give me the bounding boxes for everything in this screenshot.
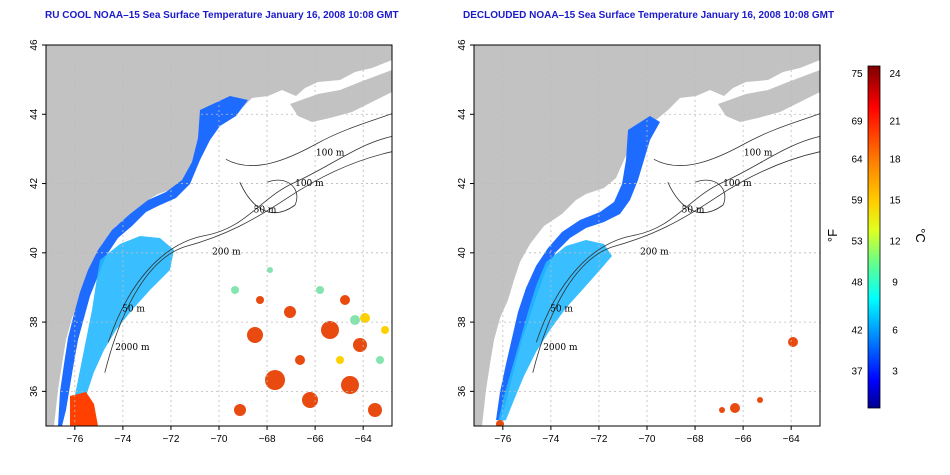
colorbar-c-tick: 9 [892, 277, 898, 288]
x-tick-label: −66 [735, 434, 752, 445]
left-sst-gulfstream-edge [70, 392, 98, 426]
colorbar-f-tick: 69 [851, 117, 863, 128]
left-sst-shelf-water [72, 236, 174, 426]
y-tick-label: 42 [457, 178, 468, 190]
colorbar-c-tick: 12 [889, 236, 901, 247]
bathymetry-contour [667, 179, 726, 213]
contour-label: 50 m [550, 305, 573, 315]
right-sst-warm-patches [496, 337, 798, 426]
bathymetry-contour [535, 136, 821, 343]
colorbar-f-tick: 53 [851, 236, 863, 247]
y-tick-label: 44 [29, 108, 40, 120]
colorbar-f-tick: 37 [851, 366, 863, 377]
right-sst-coastal-band [496, 116, 660, 420]
colorbar-f-tick: 75 [851, 69, 863, 80]
y-tick-label: 42 [29, 178, 40, 190]
y-tick-label: 40 [29, 247, 40, 259]
x-tick-label: −70 [639, 434, 656, 445]
right-land-mass [474, 45, 820, 426]
bathymetry-contour [532, 151, 821, 373]
contour-label: 100 m [295, 179, 324, 189]
colorbar-fahrenheit-label: °F [825, 228, 841, 243]
contour-label: 100 m [744, 148, 773, 158]
x-tick-label: −64 [783, 434, 800, 445]
contour-label: 50 m [122, 305, 145, 315]
left-land-mass [46, 45, 392, 426]
right-panel-title: DECLOUDED NOAA–15 Sea Surface Temperatur… [463, 10, 835, 21]
y-tick-label: 38 [29, 316, 40, 328]
bathymetry-contour [239, 179, 298, 213]
contour-label: 2000 m [115, 343, 150, 353]
left-sst-yellow-patches [336, 313, 389, 364]
contour-label: 200 m [640, 248, 669, 258]
colorbar-c-tick: 6 [892, 325, 898, 336]
y-tick-label: 44 [457, 108, 468, 120]
right-sst-shelf-water [498, 240, 612, 422]
contour-label: 100 m [723, 179, 752, 189]
colorbar-c-tick: 18 [889, 154, 901, 165]
y-tick-label: 36 [29, 385, 40, 397]
left-panel-title: RU COOL NOAA–15 Sea Surface Temperature … [45, 10, 399, 21]
bathymetry-contour [653, 113, 821, 166]
colorbar-c-tick: 24 [889, 69, 901, 80]
colorbar-f-tick: 48 [851, 277, 863, 288]
contour-label: 200 m [212, 248, 241, 258]
bathymetry-contour [104, 151, 393, 373]
contour-label: 100 m [316, 148, 345, 158]
colorbar [867, 65, 881, 409]
bathymetry-contour [107, 136, 393, 343]
y-tick-label: 38 [457, 316, 468, 328]
left-sst-coastal-band [58, 96, 248, 426]
y-tick-label: 36 [457, 385, 468, 397]
x-tick-label: −72 [590, 434, 607, 445]
x-tick-label: −68 [259, 434, 276, 445]
colorbar-c-tick: 15 [889, 195, 901, 206]
colorbar-celsius-label: °C [912, 228, 928, 243]
x-tick-label: −76 [494, 434, 511, 445]
x-tick-label: −74 [542, 434, 559, 445]
y-tick-label: 46 [29, 39, 40, 51]
x-tick-label: −74 [114, 434, 131, 445]
left-nova-scotia [290, 70, 392, 122]
contour-label: 2000 m [543, 343, 578, 353]
colorbar-c-tick: 3 [892, 366, 898, 377]
x-tick-label: −64 [355, 434, 372, 445]
y-tick-label: 40 [457, 247, 468, 259]
x-tick-label: −70 [211, 434, 228, 445]
bathymetry-contour [225, 113, 393, 166]
right-nova-scotia [718, 70, 820, 122]
colorbar-f-tick: 42 [851, 325, 863, 336]
right-map-panel [474, 45, 820, 426]
colorbar-f-tick: 59 [851, 195, 863, 206]
x-tick-label: −72 [162, 434, 179, 445]
colorbar-f-tick: 64 [851, 154, 863, 165]
left-sst-mixed-patches [231, 267, 384, 364]
colorbar-c-tick: 21 [889, 117, 901, 128]
contour-label: 50 m [682, 206, 705, 216]
contour-label: 50 m [254, 206, 277, 216]
x-tick-label: −68 [687, 434, 704, 445]
x-tick-label: −66 [307, 434, 324, 445]
y-tick-label: 46 [457, 39, 468, 51]
x-tick-label: −76 [66, 434, 83, 445]
